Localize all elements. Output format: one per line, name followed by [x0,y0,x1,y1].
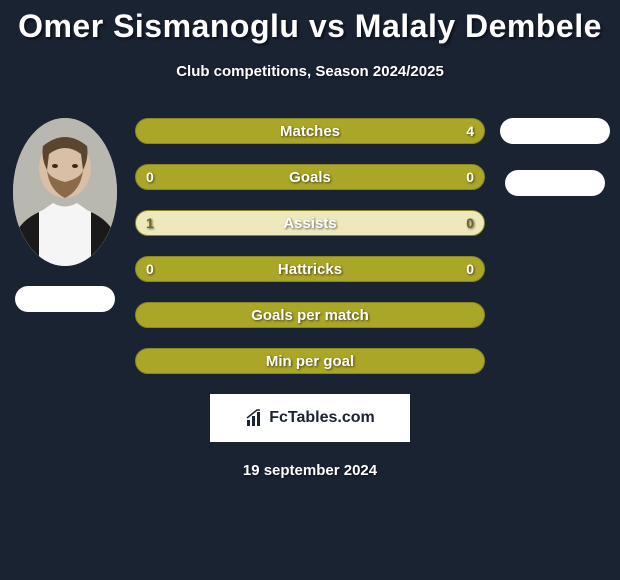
player-right-name-pill [505,170,605,196]
stat-bar: 00Hattricks [135,256,485,282]
player-right-avatar-pill [500,118,610,144]
player-left-avatar [13,118,117,266]
subtitle: Club competitions, Season 2024/2025 [0,63,620,80]
page-title: Omer Sismanoglu vs Malaly Dembele [0,0,620,45]
stat-label: Min per goal [136,353,484,370]
compare-area: 4Matches 00Goals 10Assists 00Hattricks Goals… [0,118,620,374]
stat-label: Goals per match [136,307,484,324]
player-right-col [495,118,615,196]
logo-text: FcTables.com [269,409,375,427]
stat-bar: 10Assists [135,210,485,236]
bar-chart-icon [245,408,265,428]
stat-label: Hattricks [136,261,484,278]
stat-label: Assists [136,215,484,232]
stat-label: Matches [136,123,484,140]
avatar-icon [13,118,117,266]
fctables-logo[interactable]: FcTables.com [210,394,410,442]
player-left-col [5,118,125,312]
stat-bar: 00Goals [135,164,485,190]
stat-bar: 4Matches [135,118,485,144]
stat-label: Goals [136,169,484,186]
stat-bar: Goals per match [135,302,485,328]
stats-bars: 4Matches 00Goals 10Assists 00Hattricks Goals… [135,118,485,374]
stat-bar: Min per goal [135,348,485,374]
date-text: 19 september 2024 [0,462,620,479]
player-left-name-pill [15,286,115,312]
